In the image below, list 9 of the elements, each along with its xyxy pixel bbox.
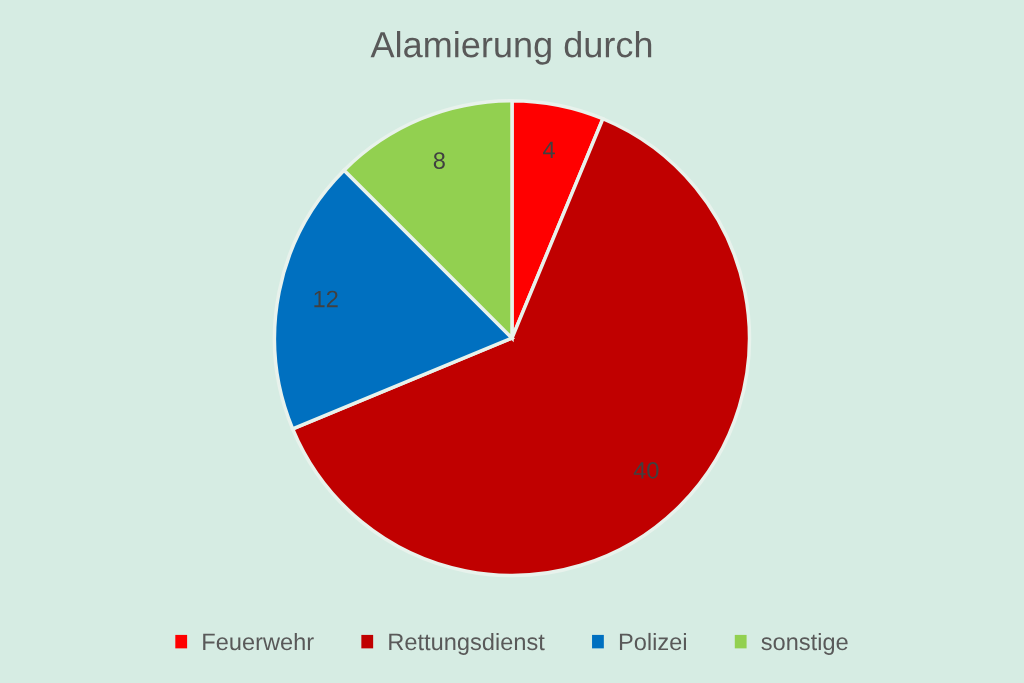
legend-label: Feuerwehr (203, 632, 314, 651)
data-label: 8 (433, 152, 445, 169)
chart-title: Alamierung durch (370, 30, 652, 65)
legend-label: Polizei (619, 632, 686, 651)
legend-label: sonstige (761, 632, 848, 655)
data-label: 40 (633, 462, 659, 479)
data-label: 4 (543, 141, 555, 158)
data-label: 12 (314, 290, 338, 308)
legend-label: Rettungsdienst (389, 632, 545, 655)
